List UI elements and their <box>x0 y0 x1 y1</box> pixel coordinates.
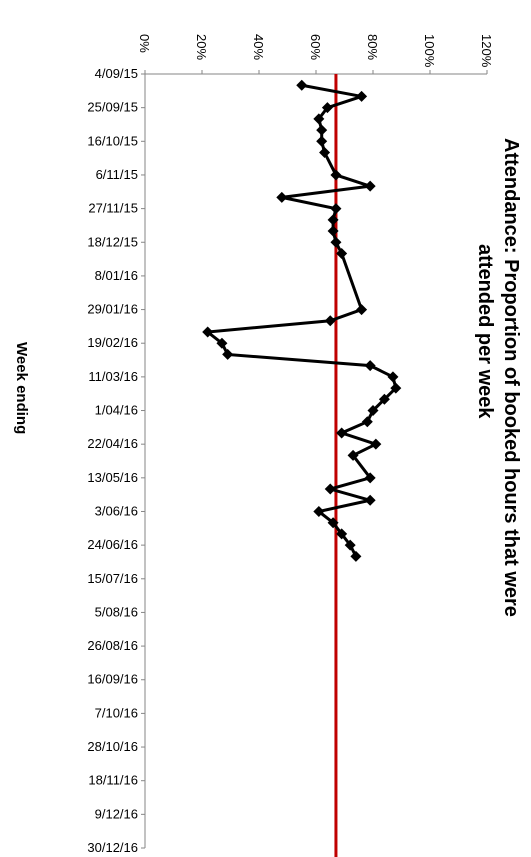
data-point <box>324 483 336 495</box>
time-tick-label: 7/10/16 <box>95 705 138 720</box>
time-tick-label: 11/03/16 <box>88 369 138 384</box>
time-tick-label: 22/04/16 <box>87 436 138 451</box>
x-axis-label: Week ending <box>13 342 30 434</box>
value-tick-label: 120% <box>479 34 494 68</box>
x-axis-ticks: 4/09/15 25/09/15 16/10/15 6/11/15 27/11/15 18… <box>87 66 145 855</box>
data-point <box>316 135 328 147</box>
data-point <box>313 505 325 517</box>
time-tick-label: 3/06/16 <box>95 503 138 518</box>
data-point <box>296 79 308 91</box>
data-point <box>216 337 228 349</box>
data-point <box>344 539 356 551</box>
x-axis-title: Week ending <box>13 342 30 434</box>
data-point <box>350 550 362 562</box>
data-point <box>327 517 339 529</box>
data-point <box>364 494 376 506</box>
data-point <box>370 438 382 450</box>
chart-title-line: Attendance: Proportion of booked hours t… <box>500 138 522 617</box>
value-tick-label: 60% <box>308 34 323 60</box>
time-tick-label: 8/01/16 <box>95 268 138 283</box>
time-tick-label: 6/11/15 <box>96 167 138 182</box>
time-tick-label: 24/06/16 <box>87 537 138 552</box>
data-point <box>364 180 376 192</box>
time-tick-label: 16/10/15 <box>87 133 138 148</box>
time-tick-label: 15/07/16 <box>87 571 138 586</box>
data-point <box>313 113 325 125</box>
data-point <box>390 382 402 394</box>
data-point <box>276 191 288 203</box>
data-point <box>319 147 331 159</box>
time-tick-label: 18/11/16 <box>88 773 138 788</box>
data-point <box>321 102 333 114</box>
time-tick-label: 27/11/15 <box>88 201 138 216</box>
time-tick-label: 28/10/16 <box>87 739 138 754</box>
time-tick-label: 13/05/16 <box>87 470 138 485</box>
data-point <box>367 405 379 417</box>
time-tick-label: 9/12/16 <box>95 806 138 821</box>
time-tick-label: 16/09/16 <box>87 672 138 687</box>
data-point <box>361 416 373 428</box>
time-tick-label: 5/08/16 <box>95 604 138 619</box>
time-tick-label: 1/04/16 <box>95 403 138 418</box>
series <box>202 79 402 562</box>
value-tick-label: 80% <box>365 34 380 60</box>
axes <box>144 73 487 848</box>
data-point <box>202 326 214 338</box>
data-point <box>364 360 376 372</box>
time-tick-label: 18/12/15 <box>87 234 138 249</box>
data-point <box>222 348 234 360</box>
chart-title-line: attended per week <box>474 244 496 419</box>
data-point <box>330 203 342 215</box>
series-line <box>203 83 398 558</box>
data-point <box>347 449 359 461</box>
data-point <box>364 472 376 484</box>
time-tick-label: 29/01/16 <box>87 302 138 317</box>
value-tick-label: 0% <box>137 34 152 53</box>
data-point <box>327 225 339 237</box>
data-point <box>336 247 348 259</box>
data-point <box>330 169 342 181</box>
time-tick-label: 4/09/15 <box>95 66 138 81</box>
data-point <box>336 427 348 439</box>
chart-title: Attendance: Proportion of booked hours t… <box>474 138 522 617</box>
time-tick-label: 30/12/16 <box>87 840 138 855</box>
value-tick-label: 100% <box>422 34 437 68</box>
y-axis-ticks: 0% 20% 40% 60% 80% 100% 120% <box>137 34 494 74</box>
time-tick-label: 25/09/15 <box>87 100 138 115</box>
data-point <box>330 236 342 248</box>
data-point <box>336 528 348 540</box>
data-point <box>356 304 368 316</box>
data-point <box>327 214 339 226</box>
value-tick-label: 20% <box>194 34 209 60</box>
time-tick-label: 26/08/16 <box>87 638 138 653</box>
time-tick-label: 19/02/16 <box>87 335 138 350</box>
data-point <box>356 90 368 102</box>
data-point <box>387 371 399 383</box>
value-tick-label: 40% <box>251 34 266 60</box>
data-point <box>378 393 390 405</box>
data-point <box>316 124 328 136</box>
data-point <box>324 315 336 327</box>
